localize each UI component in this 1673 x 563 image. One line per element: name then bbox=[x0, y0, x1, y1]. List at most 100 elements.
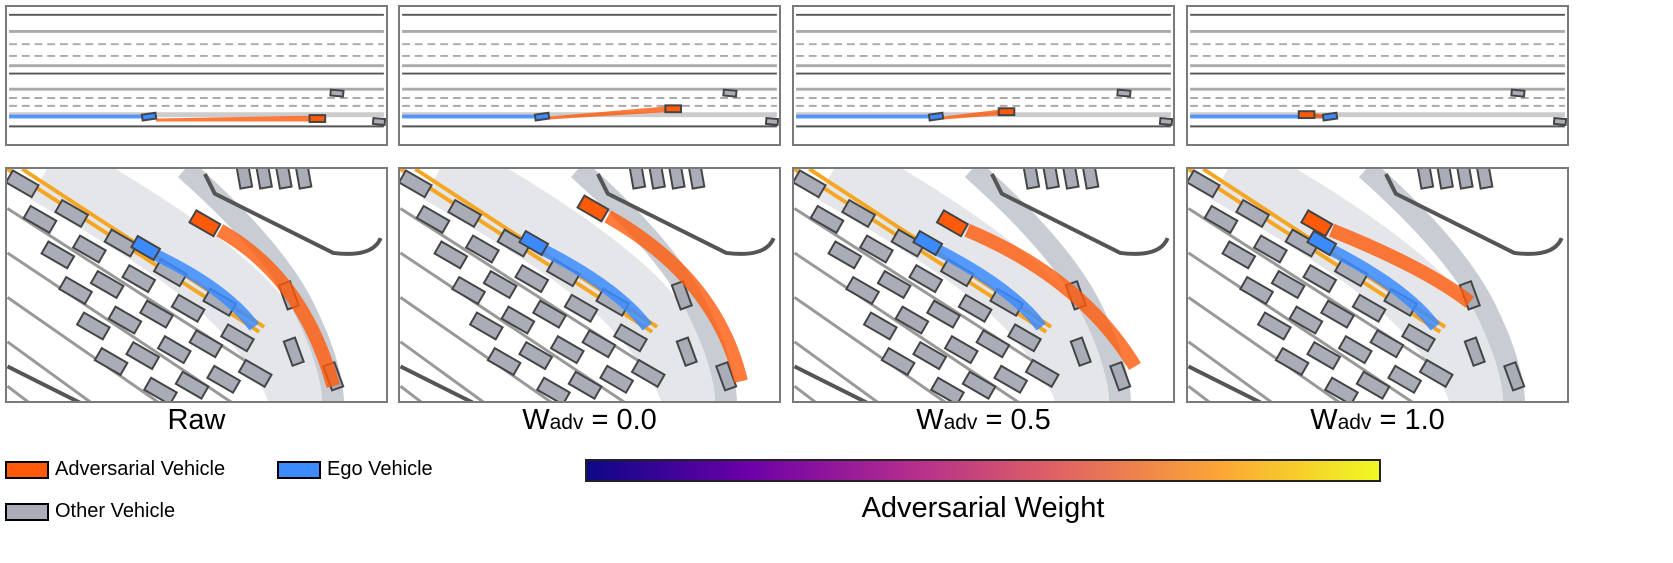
adversarial-vehicle bbox=[308, 114, 327, 123]
map-view-panel bbox=[792, 167, 1175, 403]
other-vehicle bbox=[722, 88, 738, 98]
other-vehicle bbox=[219, 323, 256, 353]
other-vehicle bbox=[1436, 169, 1454, 190]
highway-scene bbox=[9, 13, 386, 128]
legend-ego: Ego Vehicle bbox=[277, 458, 433, 481]
other-vehicle bbox=[433, 240, 469, 270]
other-vehicle bbox=[89, 269, 125, 300]
other-vehicle bbox=[628, 169, 647, 190]
other-vehicle bbox=[235, 169, 254, 190]
other-vehicle bbox=[237, 358, 273, 389]
other-vehicle bbox=[1238, 275, 1275, 306]
other-vehicle bbox=[294, 169, 313, 190]
other-vehicle bbox=[1252, 234, 1289, 264]
other-vehicle bbox=[1475, 169, 1494, 190]
other-vehicle bbox=[1319, 299, 1356, 329]
other-vehicle bbox=[482, 269, 518, 300]
other-vehicle bbox=[993, 364, 1029, 395]
other-vehicle bbox=[156, 334, 192, 365]
other-vehicle bbox=[1284, 228, 1320, 258]
other-vehicle bbox=[1116, 88, 1132, 98]
other-vehicle bbox=[514, 263, 550, 294]
other-vehicle bbox=[496, 228, 532, 258]
other-vehicle bbox=[961, 370, 997, 400]
other-vehicle bbox=[567, 370, 603, 400]
other-vehicle bbox=[908, 263, 944, 294]
other-vehicle bbox=[1042, 169, 1060, 190]
top-view-panel bbox=[792, 5, 1175, 146]
ego-trajectory bbox=[538, 243, 652, 331]
other-vehicle bbox=[648, 169, 666, 190]
other-vehicle bbox=[450, 275, 487, 306]
other-vehicle bbox=[1081, 169, 1100, 190]
other-vehicle bbox=[518, 340, 554, 371]
adversarial-vehicle bbox=[1300, 209, 1334, 238]
colorbar bbox=[585, 459, 1381, 482]
other-vehicle bbox=[1062, 169, 1080, 190]
other-vehicle bbox=[858, 234, 895, 264]
other-vehicle bbox=[612, 323, 649, 353]
other-vehicle bbox=[1355, 370, 1391, 400]
other-vehicle bbox=[1369, 329, 1405, 359]
highway-scene bbox=[796, 13, 1173, 128]
intersection-scene bbox=[1188, 169, 1564, 401]
other-vehicle bbox=[468, 311, 504, 341]
other-vehicle bbox=[7, 169, 40, 199]
other-vehicle bbox=[275, 169, 293, 190]
other-vehicle bbox=[844, 275, 881, 306]
ego-vehicle bbox=[533, 111, 551, 122]
other-vehicle bbox=[840, 198, 877, 229]
caption-raw: Raw bbox=[167, 404, 226, 436]
other-vehicle bbox=[827, 240, 863, 270]
other-vehicle bbox=[1270, 269, 1306, 300]
other-vehicle bbox=[862, 311, 898, 341]
other-vehicle bbox=[1188, 169, 1221, 199]
other-vehicle bbox=[957, 293, 993, 323]
other-vehicle bbox=[1006, 323, 1043, 353]
other-vehicle bbox=[75, 311, 111, 341]
other-vehicle bbox=[1022, 169, 1041, 190]
other-vehicle bbox=[1337, 334, 1373, 365]
ego-vehicle bbox=[927, 111, 945, 122]
other-vehicle bbox=[809, 204, 845, 235]
legend-other: Other Vehicle bbox=[5, 500, 175, 523]
ego-trajectory bbox=[402, 114, 540, 119]
legend-label: Ego Vehicle bbox=[327, 458, 433, 480]
intersection-scene bbox=[794, 169, 1170, 401]
other-vehicle bbox=[121, 263, 157, 294]
caption-wadv-05: Wadv = 0.5 bbox=[916, 404, 1051, 436]
other-vehicle bbox=[1288, 305, 1324, 335]
legend-adversarial: Adversarial Vehicle bbox=[5, 458, 225, 481]
other-vehicle bbox=[794, 169, 827, 199]
other-vehicle bbox=[670, 280, 694, 311]
other-vehicle bbox=[486, 346, 522, 377]
ego-trajectory bbox=[1326, 243, 1440, 331]
other-vehicle bbox=[1274, 346, 1310, 377]
other-vehicle bbox=[125, 340, 161, 371]
other-vehicle bbox=[943, 334, 979, 365]
other-vehicle bbox=[912, 340, 948, 371]
other-vehicle bbox=[1418, 358, 1454, 389]
top-view-panel bbox=[5, 5, 388, 146]
legend-label: Adversarial Vehicle bbox=[55, 458, 226, 480]
other-vehicle bbox=[1158, 116, 1173, 126]
other-vehicle bbox=[1552, 116, 1567, 126]
other-vehicle bbox=[57, 275, 94, 306]
other-vehicle bbox=[1416, 169, 1435, 190]
other-vehicle bbox=[138, 299, 175, 329]
ego-vehicle bbox=[912, 229, 944, 257]
other-vehicle bbox=[93, 346, 129, 377]
adversarial-trajectory bbox=[216, 224, 340, 389]
other-vehicle bbox=[71, 234, 108, 264]
other-vehicle bbox=[876, 269, 912, 300]
other-vehicle bbox=[890, 228, 926, 258]
adversarial-trajectory bbox=[1329, 223, 1475, 308]
other-vehicle bbox=[22, 204, 58, 235]
other-vehicle bbox=[929, 376, 966, 401]
other-vehicle bbox=[1203, 204, 1239, 235]
ego-trajectory bbox=[932, 243, 1046, 331]
other-vehicle bbox=[668, 169, 686, 190]
other-vehicle bbox=[535, 376, 572, 401]
top-view-panel bbox=[1186, 5, 1569, 146]
intersection-scene bbox=[7, 169, 383, 401]
